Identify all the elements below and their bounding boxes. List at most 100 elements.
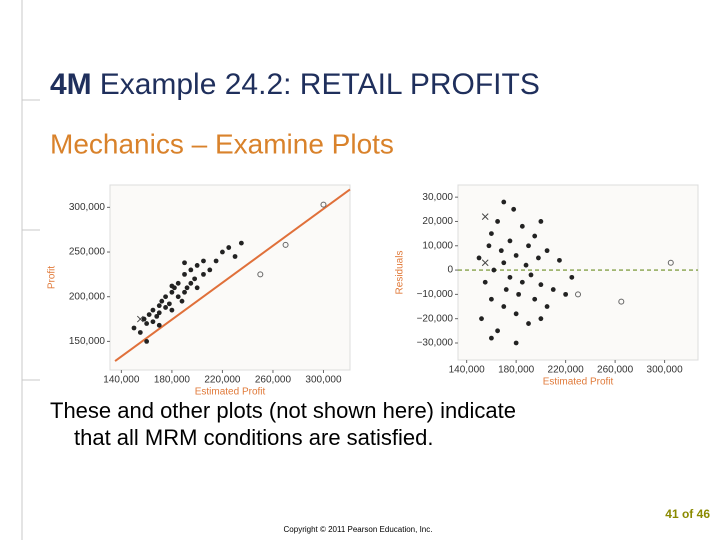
point-x [481, 213, 489, 220]
point [238, 240, 244, 246]
x-tick-label: 300,000 [305, 375, 342, 386]
point-open [618, 298, 625, 305]
point [513, 340, 519, 346]
point [213, 258, 219, 264]
point [476, 255, 482, 261]
point [184, 285, 190, 291]
point [188, 280, 194, 286]
point [144, 321, 150, 326]
point-x [481, 259, 489, 267]
x-tick-label: 180,000 [154, 375, 191, 386]
point [526, 243, 531, 249]
y-axis-label: Profit [47, 266, 58, 290]
point [513, 311, 519, 317]
point [156, 322, 162, 328]
point [188, 267, 194, 273]
point [179, 298, 185, 304]
point [507, 274, 513, 280]
x-tick-label: 140,000 [449, 365, 486, 376]
point [503, 287, 509, 292]
body-line: that all MRM conditions are satisfied. [74, 425, 434, 450]
point [544, 304, 550, 309]
point [511, 206, 517, 212]
x-tick-label: 220,000 [204, 375, 241, 386]
point [489, 231, 494, 237]
point [526, 321, 531, 326]
y-tick-label: 200,000 [69, 291, 106, 302]
point [163, 294, 168, 300]
point-open [320, 201, 327, 208]
y-axis-label: Residuals [395, 251, 406, 295]
point [532, 233, 538, 239]
plot-area [457, 184, 699, 361]
y-tick-label: 250,000 [69, 247, 106, 258]
point [538, 316, 544, 322]
y-tick-label: 20,000 [422, 216, 453, 227]
point [201, 271, 206, 277]
point [201, 258, 206, 264]
body-line: These and other plots (not shown here) i… [50, 398, 516, 423]
point [501, 260, 507, 266]
point [479, 316, 484, 322]
slide-title: 4M Example 24.2: RETAIL PROFITS [50, 68, 540, 101]
point [491, 267, 497, 273]
point [182, 271, 187, 277]
point [182, 289, 187, 295]
point [150, 319, 156, 325]
point [507, 238, 513, 244]
point [166, 301, 172, 307]
point [563, 291, 569, 297]
point [482, 279, 488, 285]
x-tick-label: 220,000 [548, 365, 585, 376]
point [141, 316, 147, 322]
footer: Copyright © 2011 Pearson Education, Inc. [284, 525, 433, 534]
y-tick-label: 30,000 [422, 192, 453, 203]
x-tick-label: 180,000 [498, 365, 535, 376]
point-open [282, 241, 289, 248]
point [220, 249, 225, 255]
point [144, 339, 150, 344]
point [192, 276, 198, 282]
y-tick-label: 150,000 [69, 336, 106, 347]
point [207, 267, 213, 273]
point [226, 245, 232, 250]
fit-line [114, 188, 351, 362]
point [498, 248, 504, 254]
point [159, 298, 165, 304]
page-number: 41 of 46 [665, 507, 710, 521]
point [146, 312, 152, 317]
point [516, 291, 522, 297]
point [175, 294, 181, 300]
y-tick-label: 0 [447, 265, 453, 276]
x-axis-label: Estimated Profit [543, 377, 614, 388]
point [557, 257, 562, 263]
x-axis-label: Estimated Profit [195, 387, 266, 398]
point [156, 303, 162, 309]
point [495, 219, 500, 224]
point [523, 262, 529, 268]
y-tick-label: 300,000 [69, 202, 106, 213]
point [536, 255, 541, 261]
point [232, 254, 238, 259]
title-prefix: 4M [50, 68, 92, 101]
x-tick-label: 140,000 [103, 375, 140, 386]
x-tick-label: 260,000 [597, 365, 634, 376]
point [544, 248, 550, 254]
point [532, 296, 538, 302]
point [495, 328, 500, 334]
point [538, 219, 544, 224]
point [486, 243, 492, 249]
x-tick-label: 260,000 [255, 375, 292, 386]
point-open [575, 291, 581, 298]
slide-subtitle: Mechanics – Examine Plots [50, 128, 394, 159]
point [182, 260, 187, 266]
point [550, 287, 556, 292]
x-tick-label: 300,000 [647, 365, 684, 376]
y-tick-label: 10,000 [422, 240, 453, 251]
point-open [667, 259, 674, 266]
point [194, 263, 200, 268]
point [154, 313, 160, 319]
point [169, 289, 175, 295]
point [137, 330, 143, 335]
